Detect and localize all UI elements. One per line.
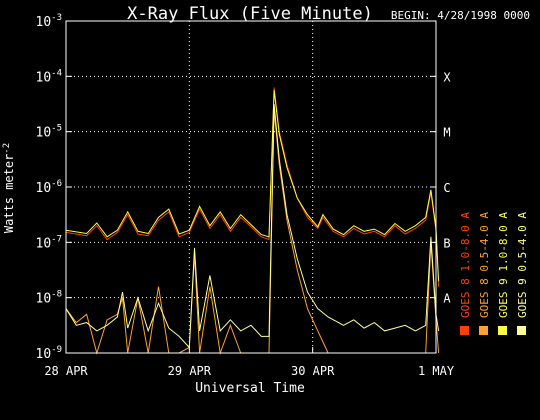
y-tick-label-exp: -5 xyxy=(51,124,62,134)
y-tick-label: 10-3 xyxy=(36,13,63,30)
y-tick-label-base: 10 xyxy=(36,347,52,362)
flare-class-label: M xyxy=(443,126,450,140)
legend-label-4: GOES 9 0.5-4.0 A xyxy=(516,212,529,318)
y-axis-label: Watts meter-2 xyxy=(2,143,16,233)
flare-class-label: A xyxy=(443,292,451,306)
y-tick-label: 10-9 xyxy=(36,345,63,362)
y-tick-label-exp: -4 xyxy=(51,68,62,78)
chart-title: X-Ray Flux (Five Minute) xyxy=(127,4,373,24)
flare-class-label: C xyxy=(443,181,450,195)
y-tick-label-base: 10 xyxy=(36,15,52,30)
y-tick-layer: 10-910-810-710-610-510-410-3 xyxy=(36,13,436,362)
x-tick-label: 29 APR xyxy=(168,364,212,378)
legend-label-3: GOES 9 1.0-8.0 A xyxy=(497,212,510,318)
legend-label-2: GOES 8 0.5-4.0 A xyxy=(478,212,491,318)
x-tick-label: 1 MAY xyxy=(418,364,455,378)
y-axis-label-exp: -2 xyxy=(2,143,12,154)
flare-class-layer: A B C M X xyxy=(443,70,451,305)
flare-class-label: X xyxy=(443,70,451,84)
x-tick-label: 30 APR xyxy=(291,364,335,378)
y-tick-label-base: 10 xyxy=(36,70,52,85)
legend-swatch-4 xyxy=(517,326,526,335)
flare-class-label: B xyxy=(443,236,450,250)
y-tick-label: 10-8 xyxy=(36,290,63,307)
series-line-4 xyxy=(65,103,440,349)
grid-layer xyxy=(66,21,436,353)
legend-swatch-1 xyxy=(460,326,469,335)
y-tick-label: 10-5 xyxy=(36,124,63,141)
series-layer xyxy=(65,87,440,355)
y-tick-label: 10-6 xyxy=(36,179,63,196)
legend-swatch-3 xyxy=(498,326,507,335)
y-tick-label-base: 10 xyxy=(36,292,52,307)
y-tick-label-base: 10 xyxy=(36,181,52,196)
y-tick-label-exp: -8 xyxy=(51,290,62,300)
y-tick-label: 10-4 xyxy=(36,68,63,85)
begin-label: BEGIN: 4/28/1998 0000 xyxy=(391,9,530,22)
y-tick-label-base: 10 xyxy=(36,126,52,141)
y-tick-label: 10-7 xyxy=(36,234,63,251)
y-tick-label-exp: -3 xyxy=(51,13,62,23)
y-tick-label-exp: -6 xyxy=(51,179,62,189)
series-line-2 xyxy=(65,109,440,355)
x-tick-layer: 28 APR 29 APR 30 APR 1 MAY xyxy=(44,347,455,378)
y-tick-label-exp: -7 xyxy=(51,234,62,244)
legend: GOES 8 1.0-8.0 A GOES 8 0.5-4.0 A GOES 9 1… xyxy=(459,212,529,335)
x-axis-label: Universal Time xyxy=(195,381,305,396)
series-line-3 xyxy=(65,90,440,282)
x-tick-label: 28 APR xyxy=(44,364,88,378)
y-tick-label-base: 10 xyxy=(36,236,52,251)
legend-label-1: GOES 8 1.0-8.0 A xyxy=(459,212,472,318)
y-tick-label-exp: -9 xyxy=(51,345,62,355)
y-axis-label-text: Watts meter xyxy=(2,154,16,233)
legend-swatch-2 xyxy=(479,326,488,335)
